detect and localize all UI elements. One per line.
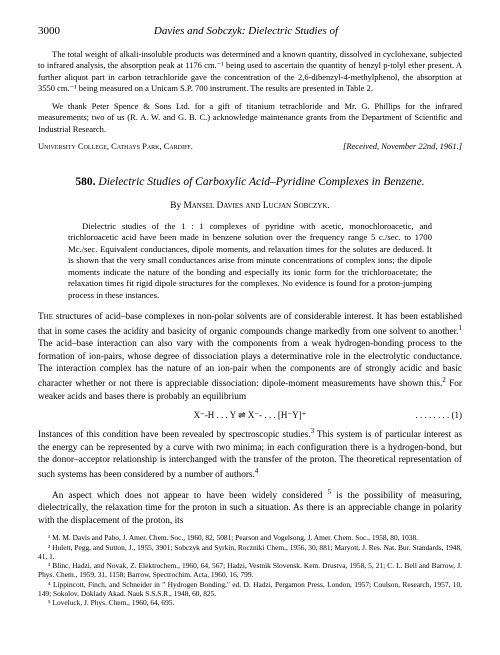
body-para-1-rest: structures of acid–base complexes in non… [38,312,462,401]
article-title-text: Dielectric Studies of Carboxylic Acid–Py… [98,176,424,188]
equation-1: X⁻-H . . . Y ⇌ X⁻- . . . [H⁻Y]⁺ . . . . … [38,409,462,421]
article-title: 580. Dielectric Studies of Carboxylic Ac… [58,175,442,191]
received-date: [Received, November 22nd, 1961.] [343,141,462,152]
body-para-2: Instances of this condition have been re… [38,427,462,481]
article-number: 580. [75,176,95,188]
page-header: 3000 Davies and Sobczyk: Dielectric Stud… [38,24,462,39]
footnote-1: ¹ M. M. Davis and Pabo, J. Amer. Chem. S… [38,533,462,542]
abstract-text: Dielectric studies of the 1 : 1 complexe… [68,221,432,301]
body-para-1: The structures of acid–base complexes in… [38,311,462,403]
equation-number: . . . . . . . . (1) [416,409,463,421]
prior-article-para-2: We thank Peter Spence & Sons Ltd. for a … [38,101,462,135]
prior-article-para-1: The total weight of alkali-insoluble pro… [38,49,462,95]
footnote-2: ² Hulett, Pegg, and Sutton, J., 1955, 39… [38,543,462,562]
footnote-5: ⁵ Loveluck, J. Phys. Chem., 1960, 64, 69… [38,598,462,607]
authors-line: By Mansel Davies and Lucjan Sobczyk. [38,200,462,213]
author-names: Mansel Davies and Lucjan Sobczyk. [183,201,329,211]
affiliation: University College, Cathays Park, Cardif… [38,141,193,152]
page: 3000 Davies and Sobczyk: Dielectric Stud… [0,0,500,627]
footnote-4: ⁴ Lippincott, Finch, and Schneider in " … [38,580,462,599]
footnote-3: ³ Blinc, Hadzi, and Novak, Z. Elektroche… [38,561,462,580]
body-firstword: The [38,312,53,322]
running-title: Davies and Sobczyk: Dielectric Studies o… [60,24,462,39]
affiliation-line: University College, Cathays Park, Cardif… [38,141,462,152]
page-number: 3000 [38,24,60,39]
equation-body: X⁻-H . . . Y ⇌ X⁻- . . . [H⁻Y]⁺ [194,410,307,420]
footnotes: ¹ M. M. Davis and Pabo, J. Amer. Chem. S… [38,533,462,607]
body-text: The structures of acid–base complexes in… [38,311,462,527]
body-para-3: An aspect which does not appear to have … [38,488,462,528]
by-label: By [170,201,181,211]
